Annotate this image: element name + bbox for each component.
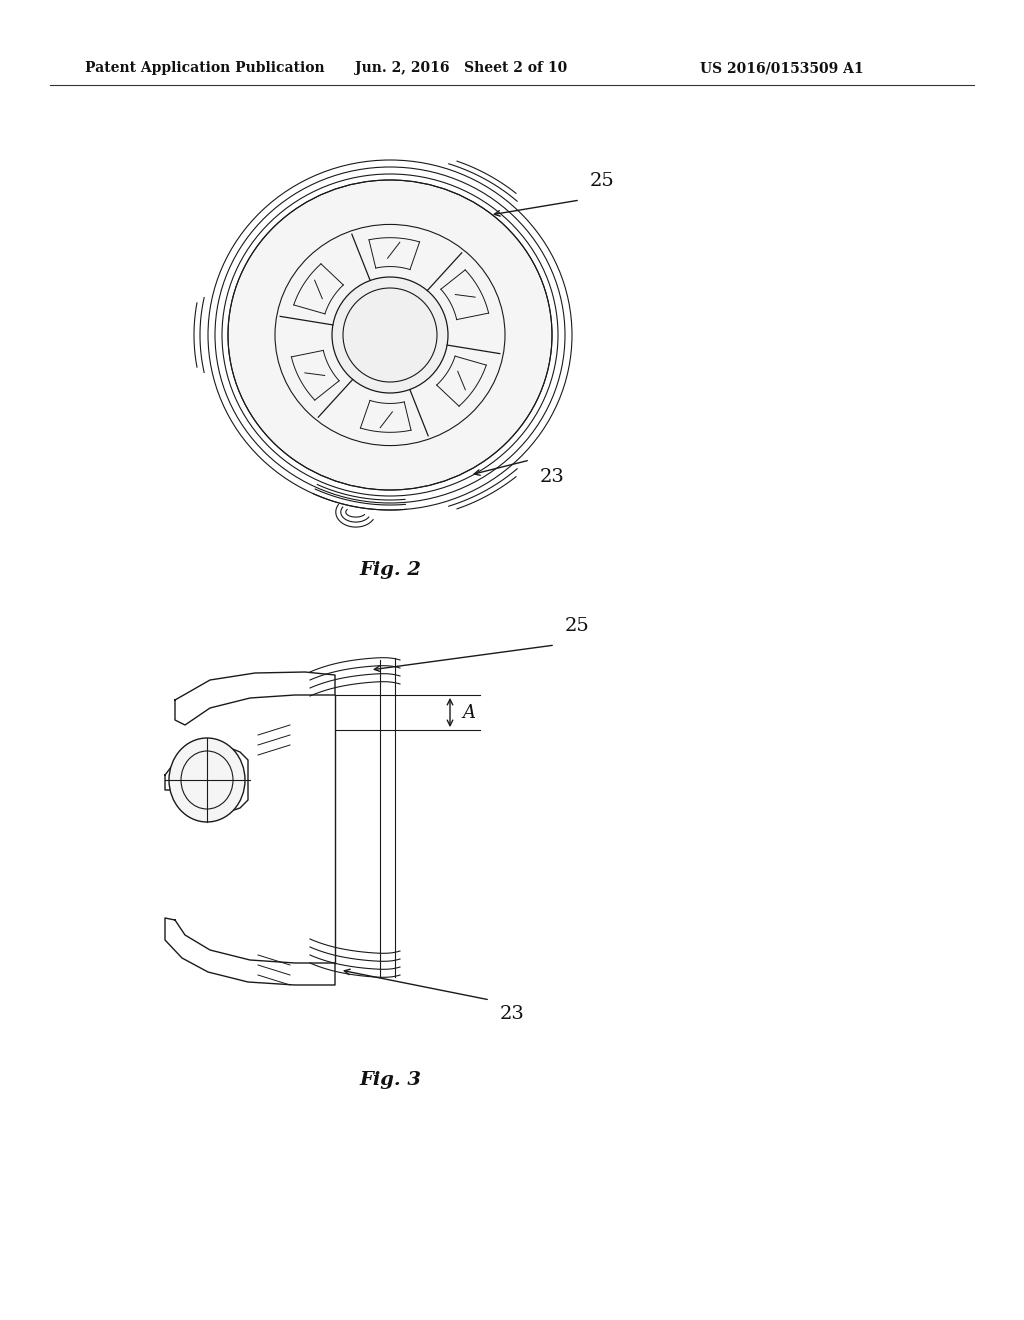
Text: Fig. 3: Fig. 3 — [359, 1071, 421, 1089]
Text: 23: 23 — [540, 469, 565, 486]
Text: Jun. 2, 2016   Sheet 2 of 10: Jun. 2, 2016 Sheet 2 of 10 — [355, 61, 567, 75]
Ellipse shape — [332, 277, 449, 393]
Text: 25: 25 — [565, 616, 590, 635]
Text: 23: 23 — [500, 1005, 525, 1023]
Text: Patent Application Publication: Patent Application Publication — [85, 61, 325, 75]
Ellipse shape — [169, 738, 245, 822]
Ellipse shape — [228, 180, 552, 490]
Text: 25: 25 — [590, 172, 614, 190]
Text: A: A — [462, 704, 475, 722]
Text: Fig. 2: Fig. 2 — [359, 561, 421, 579]
Text: US 2016/0153509 A1: US 2016/0153509 A1 — [700, 61, 863, 75]
